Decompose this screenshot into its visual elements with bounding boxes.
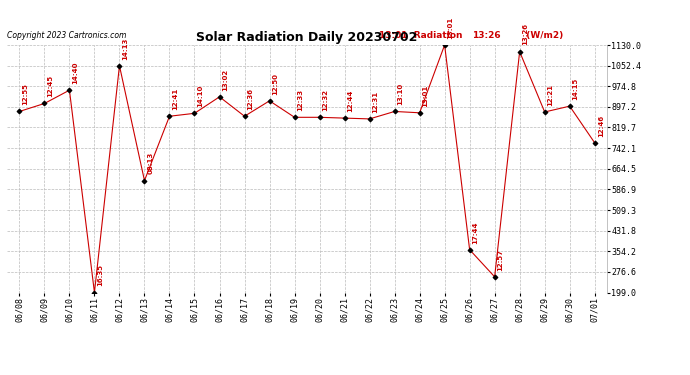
Text: 12:46: 12:46 bbox=[598, 114, 604, 136]
Text: 12:36: 12:36 bbox=[248, 88, 253, 110]
Point bbox=[489, 274, 500, 280]
Point bbox=[239, 113, 250, 119]
Point bbox=[114, 63, 125, 69]
Text: 12:50: 12:50 bbox=[273, 73, 279, 94]
Point bbox=[39, 100, 50, 106]
Text: 12:33: 12:33 bbox=[297, 89, 304, 111]
Text: 13:01: 13:01 bbox=[448, 16, 453, 39]
Point bbox=[564, 103, 575, 109]
Text: 14:10: 14:10 bbox=[197, 85, 204, 107]
Point bbox=[89, 290, 100, 296]
Point bbox=[139, 178, 150, 184]
Text: (W/m2): (W/m2) bbox=[520, 31, 564, 40]
Text: 13:26: 13:26 bbox=[522, 24, 529, 45]
Text: 12:32: 12:32 bbox=[322, 89, 328, 111]
Text: 13:26: 13:26 bbox=[472, 31, 501, 40]
Point bbox=[439, 42, 450, 48]
Point bbox=[264, 98, 275, 104]
Text: 14:13: 14:13 bbox=[122, 37, 128, 60]
Text: 13:01: 13:01 bbox=[422, 84, 428, 106]
Point bbox=[289, 114, 300, 120]
Point bbox=[339, 115, 350, 121]
Title: Solar Radiation Daily 20230702: Solar Radiation Daily 20230702 bbox=[197, 31, 417, 44]
Text: 14:15: 14:15 bbox=[573, 78, 579, 100]
Text: 12:31: 12:31 bbox=[373, 91, 379, 113]
Point bbox=[64, 87, 75, 93]
Text: 13:10: 13:10 bbox=[397, 83, 404, 105]
Text: 14:40: 14:40 bbox=[72, 62, 79, 84]
Text: 13:01  Radiation: 13:01 Radiation bbox=[379, 31, 462, 40]
Text: 12:45: 12:45 bbox=[48, 75, 53, 97]
Text: 12:21: 12:21 bbox=[548, 84, 553, 106]
Point bbox=[14, 108, 25, 114]
Text: 12:57: 12:57 bbox=[497, 249, 504, 271]
Point bbox=[164, 113, 175, 119]
Point bbox=[539, 109, 550, 115]
Text: 12:55: 12:55 bbox=[22, 83, 28, 105]
Point bbox=[464, 247, 475, 253]
Point bbox=[589, 140, 600, 146]
Text: 17:44: 17:44 bbox=[473, 221, 479, 243]
Text: 16:35: 16:35 bbox=[97, 264, 104, 286]
Point bbox=[364, 116, 375, 122]
Point bbox=[314, 114, 325, 120]
Point bbox=[189, 110, 200, 116]
Point bbox=[514, 49, 525, 55]
Point bbox=[389, 108, 400, 114]
Text: Copyright 2023 Cartronics.com: Copyright 2023 Cartronics.com bbox=[7, 31, 126, 40]
Text: 08:13: 08:13 bbox=[148, 152, 153, 174]
Text: 13:02: 13:02 bbox=[222, 69, 228, 91]
Text: 12:44: 12:44 bbox=[348, 90, 353, 112]
Point bbox=[414, 110, 425, 116]
Text: 12:41: 12:41 bbox=[172, 88, 179, 110]
Point bbox=[214, 94, 225, 100]
